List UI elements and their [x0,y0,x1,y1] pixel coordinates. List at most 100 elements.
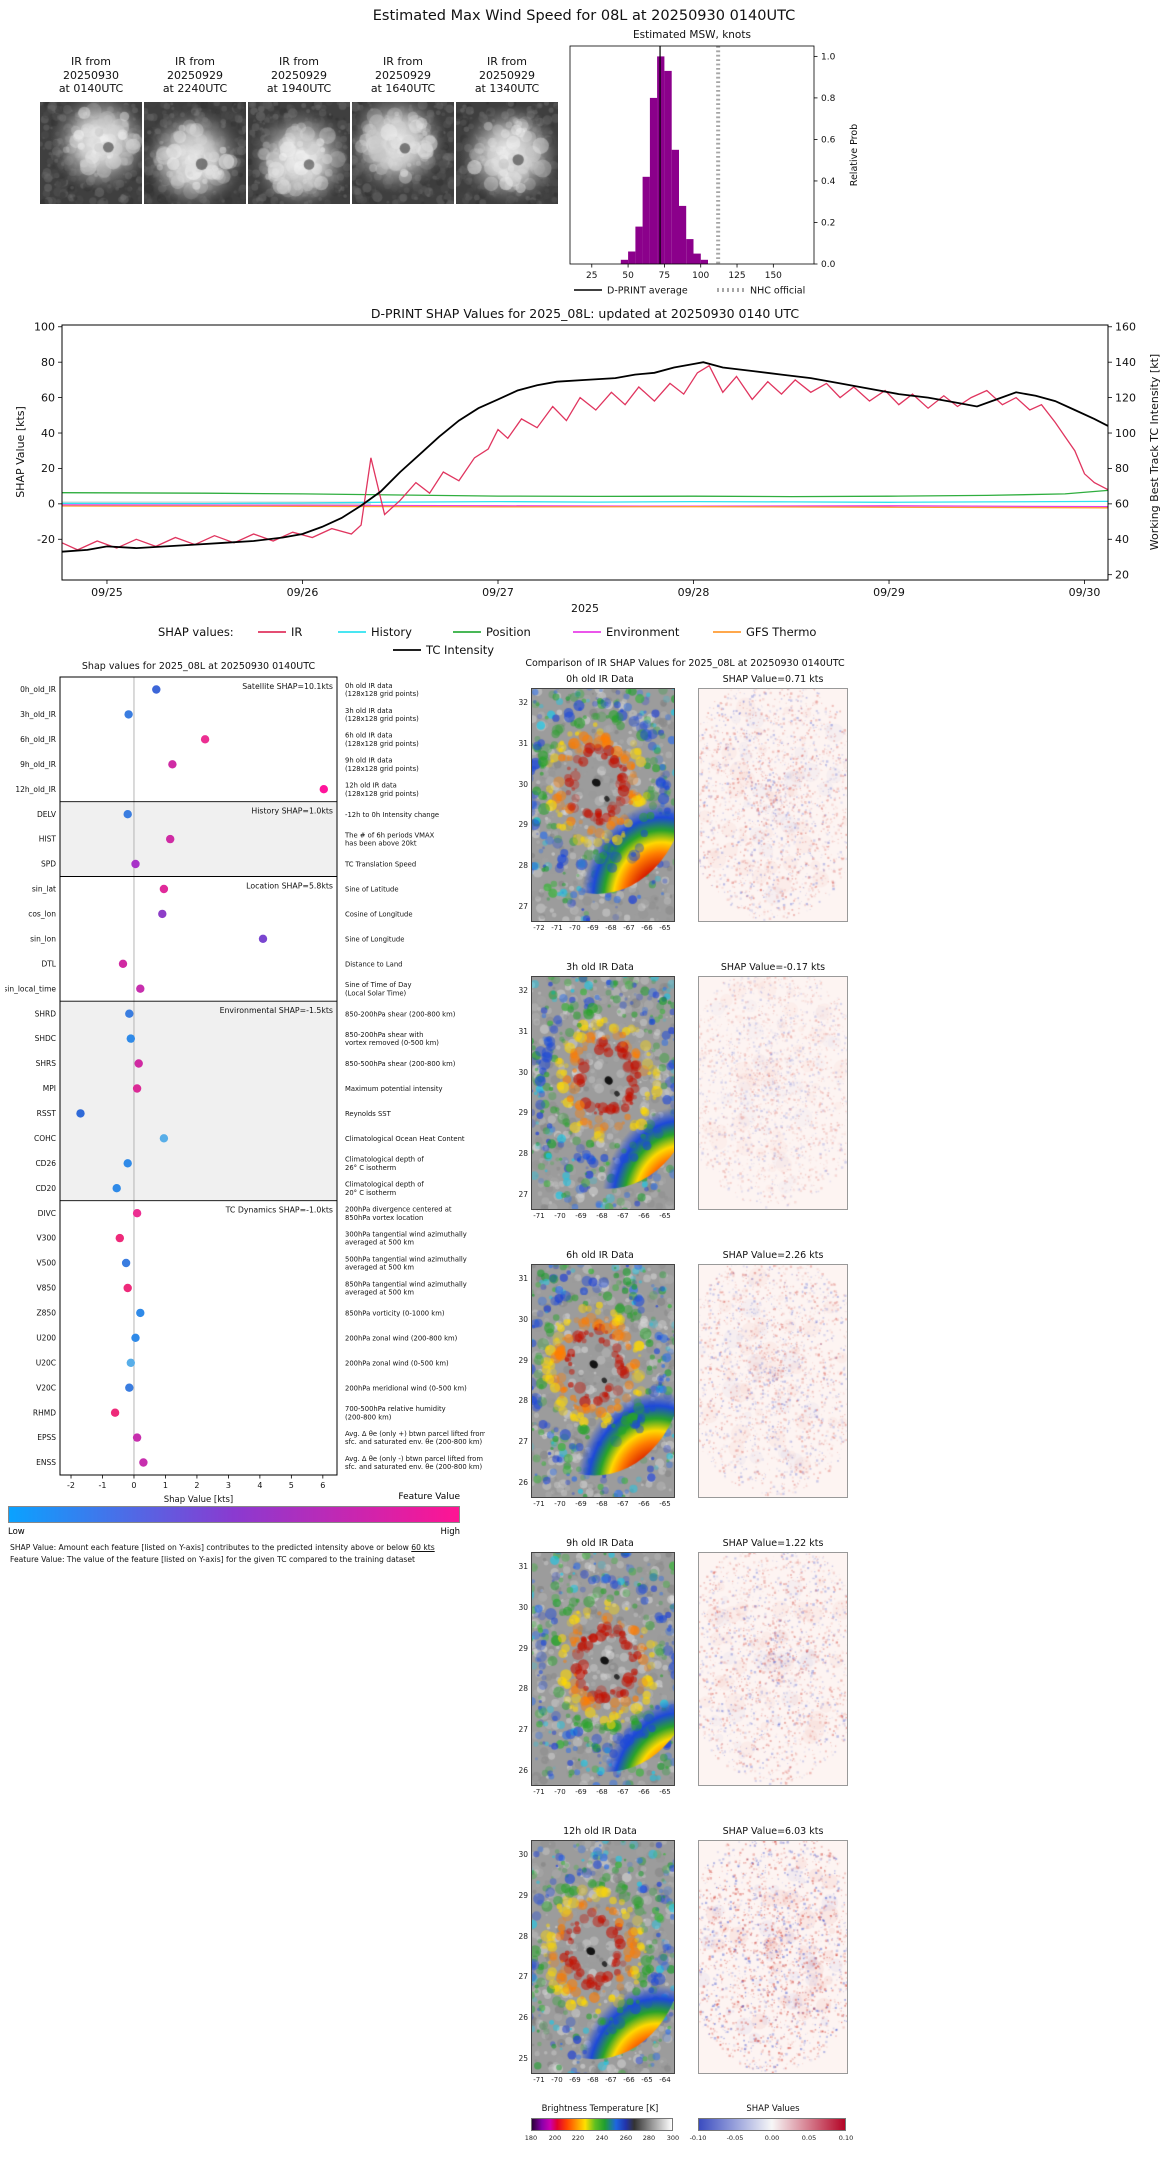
feature-description: averaged at 500 km [345,1264,414,1272]
lon-tick-label: -68 [596,1212,608,1220]
lon-tick-label: -71 [533,2076,545,2084]
shap-tick-label: 0.05 [801,2134,817,2142]
lon-tick-label: -65 [659,1212,671,1220]
feature-dot [118,959,128,968]
lon-tick-label: -68 [596,1500,608,1508]
lon-tick-label: -71 [533,1788,545,1796]
feature-dot [110,1408,120,1417]
feature-description: Climatological Ocean Heat Content [345,1135,465,1143]
feature-label: 0h_old_IR [20,685,56,694]
ir-thumbnail-label-line: at 1640UTC [370,82,436,95]
feature-label: CD20 [35,1184,56,1193]
histogram-bar [678,205,687,264]
legend-dprint-average: D-PRINT average [607,286,688,297]
ir-data-title: 6h old IR Data [566,1250,634,1261]
feature-label: MPI [43,1084,56,1093]
feature-label: RSST [37,1109,57,1118]
ir-thumbnail-label-line: IR from [175,55,215,68]
feature-value-high-label: High [440,1527,460,1537]
lon-tick-label: -69 [575,1788,587,1796]
dotplot-xlabel: Shap Value [kts] [164,1495,233,1505]
ir-image-canvas [531,1840,675,2074]
feature-label: 12h_old_IR [15,785,56,794]
ir-thumbnail-label-line: 20250930 [63,68,119,82]
feature-description: 9h old IR data [345,757,393,765]
footnote-feature-value: Feature Value: The value of the feature … [10,1555,415,1564]
histogram-bar [642,176,650,264]
lat-tick-label: 31 [518,1274,528,1283]
svg-text:3: 3 [226,1481,231,1490]
feature-description: vortex removed (0-500 km) [345,1039,439,1047]
feature-dot [139,1458,148,1467]
svg-text:0.2: 0.2 [821,218,835,228]
bt-tick-label: 240 [595,2134,609,2142]
lon-tick-label: -68 [605,924,617,932]
ir-thumbnail-label: IR from 20250929 at 1940UTC [248,55,350,96]
lat-tick-label: 27 [518,1437,528,1446]
ir-image-canvas [531,688,675,922]
lat-tick-label: 28 [518,1684,528,1693]
feature-dot [166,834,175,844]
lat-tick-label: 30 [518,1068,528,1077]
svg-text:-20: -20 [37,533,55,546]
svg-text:1: 1 [163,1481,168,1490]
svg-text:6: 6 [320,1481,325,1490]
svg-text:09/28: 09/28 [678,586,710,599]
feature-description: (200-800 km) [345,1413,392,1421]
series-position [61,489,1109,498]
feature-dot [115,1233,125,1243]
group-band [60,1001,337,1201]
lon-tick-label: -69 [575,1500,587,1508]
timeseries-ylabel-left: SHAP Value [kts] [14,406,27,498]
shap-values-colorbar [698,2118,846,2131]
svg-text:160: 160 [1115,321,1136,334]
feature-dot [125,1009,134,1018]
shap-map-title: SHAP Value=6.03 kts [722,1826,824,1837]
shap-colorbar-label: SHAP Values [746,2104,800,2114]
svg-text:0.6: 0.6 [821,135,836,145]
legend-item: IR [291,625,302,639]
ir-data-title: 3h old IR Data [566,962,634,973]
ir-thumbnail-label: IR from 20250929 at 1640UTC [352,55,454,96]
lat-tick-label: 32 [518,698,528,707]
footnote-shap-value-underline: 60 kts [411,1543,435,1552]
svg-text:1.0: 1.0 [821,52,836,62]
feature-dot [136,1308,145,1318]
ir-data-title: 12h old IR Data [563,1826,637,1837]
legend-item: GFS Thermo [746,625,816,639]
ir-thumbnail-label-line: IR from [383,55,423,68]
group-header: Location SHAP=5.8kts [246,882,333,891]
feature-description: 200hPa divergence centered at [345,1206,452,1214]
feature-label: 6h_old_IR [20,735,56,744]
ir-thumbnail-label-line: 20250929 [479,68,535,82]
feature-description: 300hPa tangential wind azimuthally [345,1231,467,1239]
feature-description: sfc. and saturated env. θe (200-800 km) [345,1438,482,1446]
lat-tick-label: 27 [518,1972,528,1981]
ir-thumbnail-label: IR from 20250930 at 0140UTC [40,55,142,96]
ir-thumbnail-image [144,101,246,204]
svg-text:0: 0 [131,1481,136,1490]
feature-description: (128x128 grid points) [345,715,419,723]
svg-text:100: 100 [1115,427,1136,440]
lon-tick-label: -66 [641,924,653,932]
feature-label: CD26 [35,1159,56,1168]
lat-tick-label: 28 [518,861,528,870]
feature-dot [123,810,132,819]
svg-text:80: 80 [41,356,55,369]
svg-text:40: 40 [1115,533,1129,546]
svg-text:140: 140 [1115,356,1136,369]
svg-text:25: 25 [586,271,597,281]
svg-text:80: 80 [1115,462,1129,475]
feature-label: COHC [34,1134,56,1143]
footnote-shap-value-text: SHAP Value: Amount each feature [listed … [10,1543,412,1552]
feature-dot [126,1358,135,1367]
svg-text:5: 5 [289,1481,294,1490]
svg-text:120: 120 [1115,391,1136,404]
group-header: TC Dynamics SHAP=-1.0kts [225,1206,333,1215]
ir-thumbnail-label-line: 20250929 [271,68,327,82]
bt-colorbar-label: Brightness Temperature [K] [541,2104,659,2114]
feature-label: U20C [36,1358,56,1367]
ir-data-title: 0h old IR Data [566,674,634,685]
shap-map-canvas [698,688,848,922]
